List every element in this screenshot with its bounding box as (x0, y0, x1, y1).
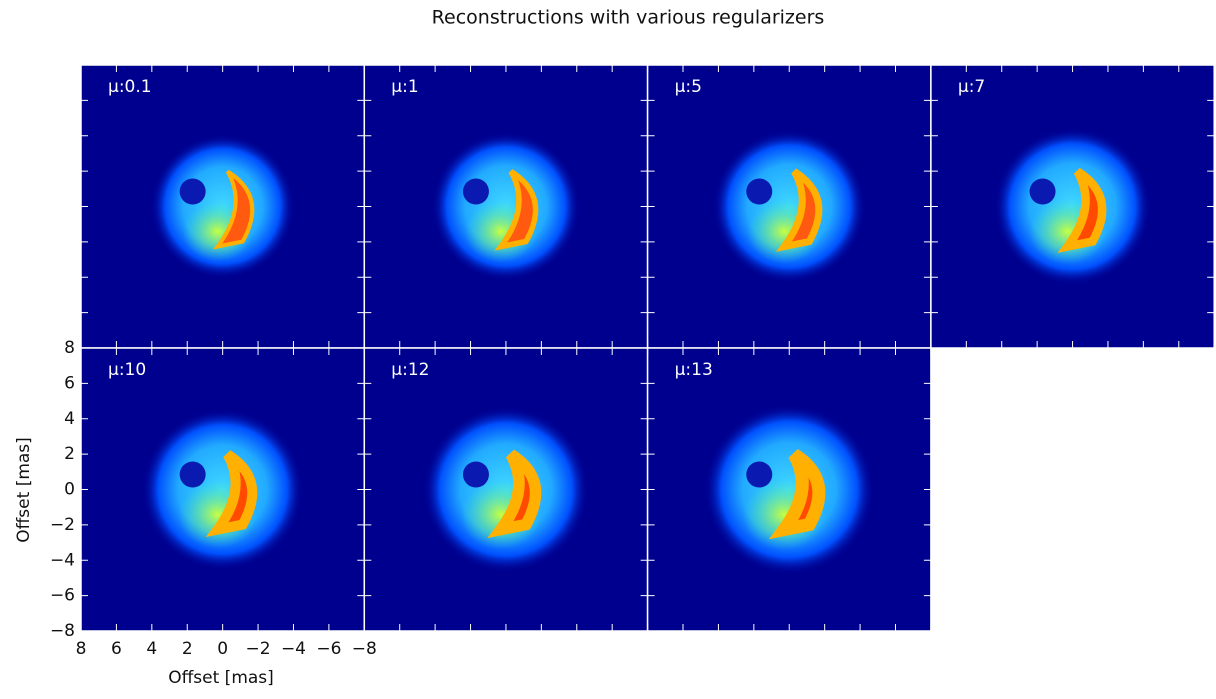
panel-label: μ:10 (108, 360, 146, 380)
emission-hole (1030, 179, 1056, 205)
y-tick-label: −6 (50, 586, 75, 606)
x-tick-label: 0 (217, 639, 228, 659)
x-tick-label: 4 (146, 639, 157, 659)
panel-label: μ:12 (391, 360, 429, 380)
y-tick-label: 4 (64, 409, 75, 429)
panel: μ:0.1 (81, 65, 364, 348)
panel-label: μ:1 (391, 77, 418, 97)
emission-hole (746, 462, 772, 488)
x-tick-label: 2 (182, 639, 193, 659)
emission-hole (180, 179, 206, 205)
y-tick-label: 2 (64, 444, 75, 464)
x-tick-label: −2 (246, 639, 271, 659)
y-tick-label: −8 (50, 621, 75, 641)
chart-title: Reconstructions with various regularizer… (432, 7, 825, 29)
y-tick-label: −4 (50, 550, 75, 570)
panel: μ:7 (931, 65, 1214, 348)
panel: μ:5 (648, 65, 931, 348)
x-tick-label: −6 (316, 639, 341, 659)
panel: μ:12 (364, 348, 647, 631)
chart: Reconstructions with various regularizer… (0, 0, 1216, 695)
panel: μ:10 (81, 348, 364, 631)
emission-hole (746, 179, 772, 205)
y-tick-label: −2 (50, 515, 75, 535)
y-axis-label: Offset [mas] (14, 437, 34, 543)
panel: μ:13 (648, 348, 931, 631)
y-tick-label: 6 (64, 373, 75, 393)
panel: μ:1 (364, 65, 647, 348)
x-tick-label: −8 (352, 639, 377, 659)
panel-label: μ:13 (675, 360, 713, 380)
emission-hole (463, 462, 489, 488)
x-axis-label: Offset [mas] (168, 668, 274, 688)
x-tick-label: −4 (281, 639, 306, 659)
emission-hole (180, 462, 206, 488)
emission-hole (463, 179, 489, 205)
x-tick-label: 8 (76, 639, 87, 659)
x-tick-label: 6 (111, 639, 122, 659)
panel-label: μ:5 (675, 77, 702, 97)
panel-label: μ:7 (958, 77, 985, 97)
panel-label: μ:0.1 (108, 77, 152, 97)
y-tick-label: 8 (64, 338, 75, 358)
y-tick-label: 0 (64, 480, 75, 500)
